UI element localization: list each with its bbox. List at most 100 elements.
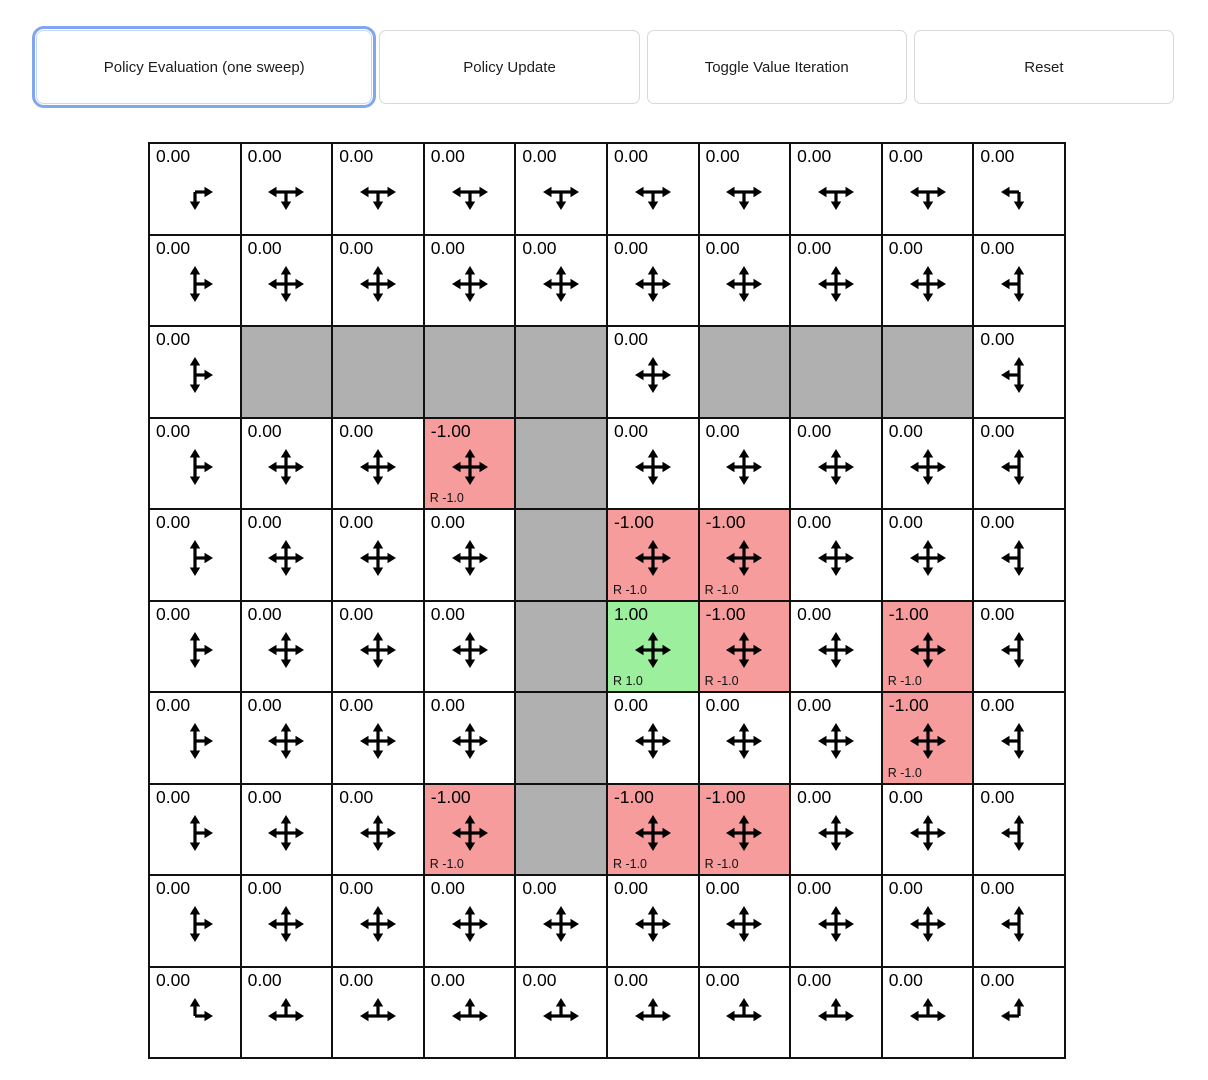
grid-cell[interactable]: 0.00 — [881, 143, 974, 235]
grid-cell[interactable]: 0.00 — [423, 143, 516, 235]
grid-cell[interactable]: 0.00 — [149, 966, 241, 1058]
grid-cell[interactable]: -1.00 R -1.0 — [606, 783, 699, 875]
grid-cell[interactable]: 0.00 — [698, 692, 791, 784]
grid-cell[interactable]: 0.00 — [332, 509, 424, 601]
grid-cell[interactable]: 0.00 — [881, 783, 974, 875]
grid-cell[interactable]: 0.00 — [698, 966, 791, 1058]
grid-cell[interactable]: 0.00 — [332, 875, 424, 967]
grid-cell[interactable]: 0.00 — [790, 783, 882, 875]
grid-cell[interactable]: 0.00 — [790, 234, 882, 326]
grid-cell[interactable]: 0.00 — [149, 234, 241, 326]
grid-cell[interactable]: -1.00 R -1.0 — [606, 509, 699, 601]
grid-cell[interactable]: 0.00 — [332, 692, 424, 784]
grid-cell[interactable]: 0.00 — [698, 234, 791, 326]
grid-cell[interactable]: 0.00 — [881, 509, 974, 601]
grid-cell[interactable]: 0.00 — [973, 783, 1065, 875]
grid-cell[interactable]: 0.00 — [423, 692, 516, 784]
grid-cell[interactable]: 0.00 — [240, 234, 333, 326]
cell-value: 0.00 — [888, 420, 923, 441]
grid-cell[interactable]: -1.00 R -1.0 — [423, 417, 516, 509]
grid-cell[interactable]: 0.00 — [423, 966, 516, 1058]
grid-cell[interactable]: 0.00 — [698, 143, 791, 235]
grid-cell[interactable]: 0.00 — [606, 692, 699, 784]
grid-cell[interactable]: 0.00 — [240, 966, 333, 1058]
grid-cell[interactable]: 0.00 — [790, 417, 882, 509]
grid-cell[interactable]: 0.00 — [515, 234, 607, 326]
grid-cell[interactable]: 0.00 — [881, 234, 974, 326]
policy-arrows-icon — [359, 187, 396, 211]
grid-cell[interactable]: 0.00 — [515, 966, 607, 1058]
grid-cell[interactable]: -1.00 R -1.0 — [881, 692, 974, 784]
grid-cell[interactable]: 0.00 — [973, 234, 1065, 326]
grid-cell[interactable]: 0.00 — [149, 600, 241, 692]
grid-cell[interactable]: 0.00 — [790, 509, 882, 601]
grid-cell[interactable]: 0.00 — [149, 783, 241, 875]
grid-cell[interactable]: 0.00 — [423, 234, 516, 326]
grid-cell[interactable]: 0.00 — [240, 417, 333, 509]
grid-cell[interactable]: 0.00 — [790, 966, 882, 1058]
cell-value: 0.00 — [156, 512, 191, 532]
grid-cell[interactable]: 0.00 — [332, 966, 424, 1058]
grid-cell[interactable]: 0.00 — [240, 600, 333, 692]
grid-cell[interactable]: -1.00 R -1.0 — [698, 600, 791, 692]
grid-cell[interactable]: 0.00 — [790, 600, 882, 692]
cell-value: 0.00 — [156, 603, 191, 624]
grid-cell[interactable]: 0.00 — [606, 234, 699, 326]
grid-cell[interactable]: 0.00 — [149, 143, 241, 235]
grid-cell[interactable]: 0.00 — [881, 966, 974, 1058]
grid-cell[interactable]: 0.00 — [332, 234, 424, 326]
grid-cell[interactable]: 0.00 — [149, 417, 241, 509]
grid-cell[interactable]: 0.00 — [790, 692, 882, 784]
grid-cell[interactable]: 0.00 — [606, 143, 699, 235]
grid-cell[interactable]: 0.00 — [423, 875, 516, 967]
policy-arrows-icon — [268, 265, 305, 302]
grid-cell[interactable]: 0.00 — [423, 600, 516, 692]
reset-button[interactable]: Reset — [913, 30, 1174, 104]
grid-cell[interactable]: 0.00 — [240, 692, 333, 784]
grid-cell[interactable]: 0.00 — [149, 692, 241, 784]
grid-cell[interactable]: 0.00 — [606, 875, 699, 967]
grid-cell[interactable]: 0.00 — [240, 875, 333, 967]
grid-cell[interactable]: 0.00 — [606, 326, 699, 418]
grid-cell[interactable]: 0.00 — [149, 326, 241, 418]
grid-cell[interactable]: 0.00 — [881, 417, 974, 509]
grid-cell[interactable]: 0.00 — [606, 966, 699, 1058]
grid-cell[interactable]: 0.00 — [790, 875, 882, 967]
grid-cell[interactable]: 0.00 — [973, 417, 1065, 509]
grid-cell[interactable]: 0.00 — [973, 966, 1065, 1058]
grid-cell[interactable]: 1.00 R 1.0 — [606, 600, 699, 692]
grid-cell[interactable]: -1.00 R -1.0 — [881, 600, 974, 692]
grid-cell[interactable]: 0.00 — [423, 509, 516, 601]
grid-cell[interactable]: -1.00 R -1.0 — [698, 509, 791, 601]
grid-cell[interactable]: 0.00 — [973, 692, 1065, 784]
grid-cell[interactable]: 0.00 — [606, 417, 699, 509]
policy-arrows-icon — [1001, 997, 1025, 1022]
policy-evaluation-button[interactable]: Policy Evaluation (one sweep) — [31, 26, 377, 108]
grid-cell[interactable]: 0.00 — [332, 783, 424, 875]
grid-cell[interactable]: 0.00 — [973, 509, 1065, 601]
grid-cell[interactable]: 0.00 — [149, 509, 241, 601]
grid-cell[interactable]: 0.00 — [881, 875, 974, 967]
grid-cell[interactable]: 0.00 — [332, 417, 424, 509]
grid-cell[interactable]: 0.00 — [240, 143, 333, 235]
policy-arrows-icon — [634, 540, 671, 577]
grid-cell[interactable]: -1.00 R -1.0 — [698, 783, 791, 875]
grid-cell[interactable]: 0.00 — [698, 875, 791, 967]
grid-cell[interactable]: 0.00 — [332, 600, 424, 692]
grid-cell[interactable]: 0.00 — [973, 875, 1065, 967]
grid-cell[interactable]: 0.00 — [149, 875, 241, 967]
grid-cell[interactable]: 0.00 — [240, 509, 333, 601]
toggle-value-iteration-button[interactable]: Toggle Value Iteration — [646, 30, 907, 104]
grid-cell[interactable]: 0.00 — [515, 875, 607, 967]
policy-update-button[interactable]: Policy Update — [379, 30, 640, 104]
grid-cell[interactable]: -1.00 R -1.0 — [423, 783, 516, 875]
grid-cell[interactable]: 0.00 — [332, 143, 424, 235]
grid-cell[interactable]: 0.00 — [973, 600, 1065, 692]
grid-cell[interactable]: 0.00 — [698, 417, 791, 509]
cell-value: 0.00 — [339, 420, 374, 441]
grid-cell[interactable]: 0.00 — [973, 143, 1065, 235]
grid-cell[interactable]: 0.00 — [973, 326, 1065, 418]
grid-cell[interactable]: 0.00 — [515, 143, 607, 235]
grid-cell[interactable]: 0.00 — [790, 143, 882, 235]
grid-cell[interactable]: 0.00 — [240, 783, 333, 875]
